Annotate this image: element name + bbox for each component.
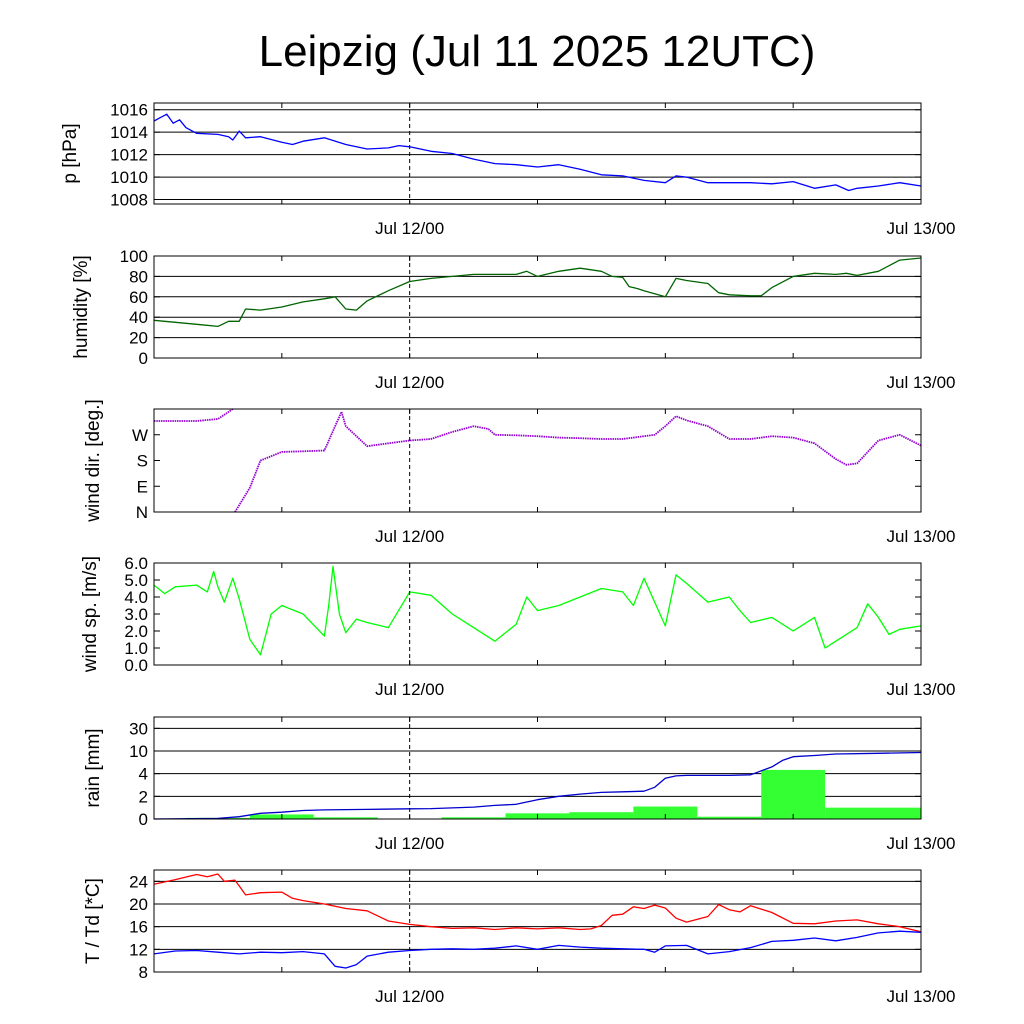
y-tick-label: 80 <box>129 267 148 286</box>
y-tick-label: N <box>136 503 148 522</box>
plot-frame <box>153 869 922 973</box>
y-tick-label: 6.0 <box>124 554 148 573</box>
rain-bar-4 <box>441 817 506 819</box>
y-tick-label: 3.0 <box>124 605 148 624</box>
x-tick-label: Jul 13/00 <box>887 987 956 1006</box>
y-tick-label: 5.0 <box>124 571 148 590</box>
x-tick-label: Jul 13/00 <box>887 527 956 546</box>
y-axis-label: p [hPa] <box>60 123 81 183</box>
rain-bar-6 <box>569 812 634 819</box>
x-tick-label: Jul 13/00 <box>887 834 956 853</box>
y-tick-label: 10 <box>129 742 148 761</box>
y-tick-label: 1012 <box>110 146 148 165</box>
panel-1: 1008 1010 1012 1014 1016 p [hPa] Jul 12/00 Jul … <box>60 101 956 238</box>
plot-frame <box>153 562 922 666</box>
series-temperature <box>153 873 922 933</box>
y-tick-label: 1008 <box>110 191 148 210</box>
y-tick-label: 0.0 <box>124 656 148 675</box>
y-tick-label: 16 <box>129 918 148 937</box>
chart-title: Leipzig (Jul 11 2025 12UTC) <box>259 27 816 76</box>
y-axis-label: humidity [%] <box>71 255 92 358</box>
series-rain_total <box>153 751 922 820</box>
x-tick-label: Jul 12/00 <box>375 834 444 853</box>
x-tick-label: Jul 12/00 <box>375 527 444 546</box>
rain-bar-9 <box>761 769 826 819</box>
x-tick-label: Jul 13/00 <box>887 680 956 699</box>
series-wind_dir-seg1 <box>154 408 234 422</box>
y-tick-label: 1.0 <box>124 639 148 658</box>
y-axis-label: rain [mm] <box>83 728 104 807</box>
y-tick-label: 4 <box>139 765 148 784</box>
y-tick-label: 0 <box>139 810 148 829</box>
y-tick-label: 20 <box>129 895 148 914</box>
y-axis-label: wind sp. [m/s] <box>80 556 101 673</box>
x-tick-label: Jul 12/00 <box>375 373 444 392</box>
panel-5: 0 2 4 10 30 rain [mm] Jul 12/00 Jul 13/00 <box>83 716 956 853</box>
plot-frame <box>153 255 922 359</box>
y-tick-label: 24 <box>129 872 148 891</box>
y-tick-label: 20 <box>129 329 148 348</box>
x-tick-label: Jul 13/00 <box>887 219 956 238</box>
x-tick-label: Jul 12/00 <box>375 219 444 238</box>
y-tick-label: 4.0 <box>124 588 148 607</box>
plot-frame <box>153 102 922 205</box>
panel-4: 0.01.02.03.04.05.06.0 wind sp. [m/s] Jul 1… <box>80 554 956 699</box>
y-axis-label: wind dir. [deg.] <box>83 399 104 523</box>
y-tick-label: S <box>137 452 148 471</box>
series-pressure <box>153 113 922 192</box>
y-tick-label: 40 <box>129 308 148 327</box>
y-tick-label: 60 <box>129 288 148 307</box>
rain-bar-10 <box>825 807 921 819</box>
series-dewpoint <box>153 930 922 969</box>
y-tick-label: 8 <box>139 963 148 982</box>
y-tick-label: 12 <box>129 940 148 959</box>
y-tick-label: 1014 <box>110 123 148 142</box>
series-wind_speed <box>153 565 922 656</box>
rain-bar-3 <box>313 817 378 819</box>
y-tick-label: 2.0 <box>124 622 148 641</box>
plot-frame <box>153 408 922 513</box>
y-tick-label: 0 <box>139 349 148 368</box>
y-tick-label: 2 <box>139 787 148 806</box>
y-tick-label: E <box>137 477 148 496</box>
y-tick-label: 100 <box>120 247 148 266</box>
y-tick-label: 1016 <box>110 101 148 120</box>
y-tick-label: 30 <box>129 719 148 738</box>
x-tick-label: Jul 13/00 <box>887 373 956 392</box>
x-tick-label: Jul 12/00 <box>375 680 444 699</box>
series-wind_dir-seg2 <box>234 411 922 513</box>
y-tick-label: 1010 <box>110 168 148 187</box>
rain-bar-7 <box>633 806 698 819</box>
y-tick-label: W <box>132 426 148 445</box>
series-humidity <box>153 257 922 328</box>
rain-bar-8 <box>697 816 762 819</box>
y-axis-label: T / Td [*C] <box>83 878 104 964</box>
panel-6: 8 12 16 20 24 T / Td [*C] Jul 12/00 Jul 13/00 <box>83 869 956 1006</box>
x-tick-label: Jul 12/00 <box>375 987 444 1006</box>
